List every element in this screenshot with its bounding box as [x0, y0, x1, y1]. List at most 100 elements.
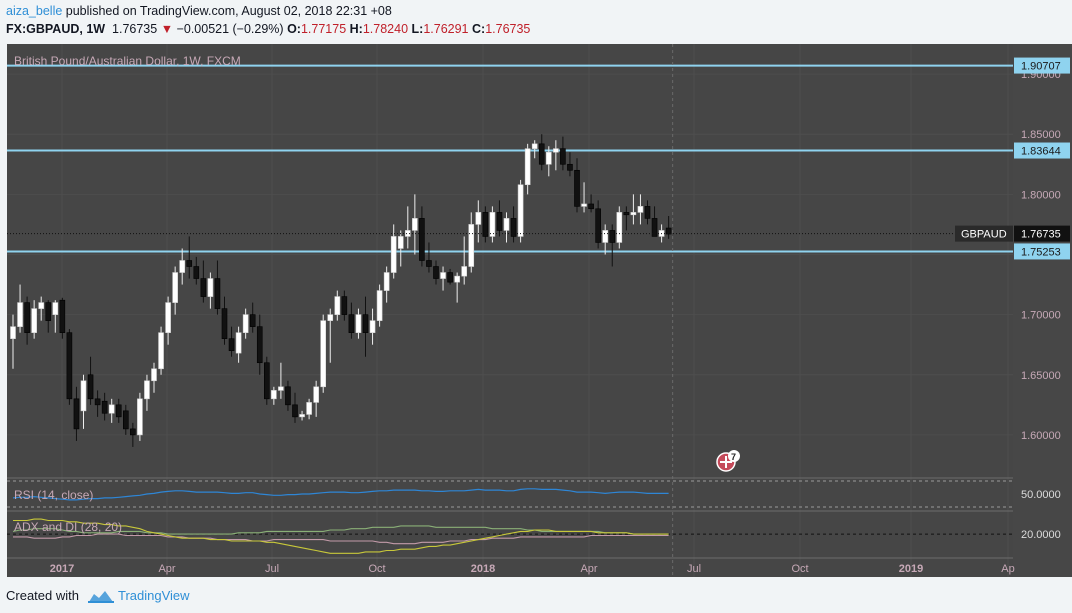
candle-body	[362, 314, 369, 333]
tradingview-logo-icon	[88, 591, 114, 603]
candle-body	[602, 230, 609, 243]
candle-body	[31, 308, 37, 333]
chart-background	[7, 44, 1013, 577]
candle-body	[108, 404, 115, 414]
candle-body	[538, 143, 545, 165]
candle-body	[151, 368, 157, 382]
symbol-tag	[955, 225, 1013, 242]
candle-body	[588, 203, 594, 210]
open-value: 1.77175	[300, 22, 347, 36]
level-price-box	[1014, 243, 1070, 260]
candle-body	[249, 314, 256, 327]
candle-body	[581, 203, 587, 207]
level-price-box	[1014, 142, 1070, 159]
close-label: C:	[472, 22, 486, 36]
level-price-box	[1014, 57, 1070, 74]
author-link[interactable]: aiza_belle	[6, 4, 63, 18]
candle-body	[263, 362, 270, 400]
candle-body	[228, 338, 235, 352]
x-tick-label: Apr	[158, 563, 175, 575]
y-tick-label: 1.70000	[1021, 310, 1061, 322]
rsi-pane: 50.0000	[7, 477, 1061, 508]
candle-body	[595, 208, 601, 243]
candle-body	[94, 398, 101, 406]
candle-body	[334, 296, 341, 315]
footer: Created with TradingView	[0, 578, 1072, 613]
candle-body	[475, 212, 482, 225]
candle-body	[440, 272, 446, 279]
candle-body	[115, 404, 122, 418]
y-tick-label: 1.60000	[1021, 430, 1061, 442]
x-tick-label: Oct	[368, 563, 385, 575]
last-price-box	[1014, 225, 1070, 242]
candle-body	[235, 332, 242, 354]
candle-body	[221, 308, 228, 339]
candle-body	[419, 218, 425, 261]
candle-body	[73, 398, 80, 430]
candle-body	[461, 266, 468, 277]
published-text: published on TradingView.com, August 02,…	[65, 4, 392, 18]
symbol-label: FX:GBPAUD, 1W	[6, 22, 106, 36]
candle-body	[503, 218, 510, 231]
chart-area[interactable]: GBPAUD 1.76735 7 British Pound/Australian …	[0, 0, 1072, 578]
x-tick-label: Jul	[265, 563, 279, 575]
di-minus-line	[13, 533, 669, 545]
candle-body	[193, 266, 200, 279]
candle-body	[207, 278, 214, 297]
y-tick-label: 1.85000	[1021, 129, 1061, 141]
candle-body	[383, 272, 390, 291]
candle-body	[158, 332, 164, 370]
candle-body	[468, 224, 475, 267]
candle-body	[52, 302, 59, 315]
candle-body	[66, 332, 73, 400]
candle-body	[630, 212, 637, 216]
candle-body	[123, 410, 129, 430]
high-label: H:	[349, 22, 363, 36]
candle-body	[80, 380, 87, 412]
price-axis[interactable]	[1013, 44, 1072, 577]
tradingview-link[interactable]: TradingView	[118, 588, 190, 603]
last-price: 1.76735	[112, 22, 158, 36]
x-axis[interactable]: 2017 Apr Jul Oct 2018 Apr Jul Oct 2019 Ap	[7, 557, 1015, 575]
candle-body	[560, 148, 566, 165]
low-value: 1.76291	[423, 22, 469, 36]
candle-body	[574, 169, 580, 207]
adx-line	[13, 518, 669, 554]
candle-body	[524, 148, 531, 186]
adx-level-label: 20.0000	[1021, 529, 1061, 541]
candle-body	[200, 278, 207, 297]
change-value: −0.00521 (−0.29%)	[176, 22, 284, 36]
candle-body	[482, 212, 489, 237]
y-axis: 1.600001.650001.700001.750001.800001.850…	[1014, 57, 1070, 442]
candle-body	[665, 227, 672, 235]
adx-label: ADX and DI (28, 20)	[14, 520, 122, 534]
level-price-label: 1.90707	[1021, 61, 1061, 73]
x-tick-label: 2017	[50, 563, 74, 575]
candle-body	[412, 218, 418, 231]
candle-body	[313, 386, 319, 403]
candle-body	[553, 148, 559, 153]
candle-body	[454, 275, 460, 283]
candle-body	[567, 163, 573, 171]
chart-header: aiza_belle published on TradingView.com,…	[0, 0, 1072, 44]
candle-body	[348, 314, 355, 333]
candle-body	[137, 398, 143, 436]
y-tick-label: 1.65000	[1021, 370, 1061, 382]
level-price-label: 1.75253	[1021, 246, 1061, 258]
candle-body	[24, 302, 30, 333]
candle-body	[306, 402, 312, 415]
candle-body	[45, 302, 52, 321]
candle-body	[397, 236, 404, 249]
candle-body	[256, 326, 263, 364]
event-count-badge	[728, 450, 740, 462]
horizontal-lines	[7, 64, 1013, 253]
candles	[10, 134, 672, 447]
candle-body	[271, 390, 277, 400]
rsi-label: RSI (14, close)	[14, 488, 93, 502]
low-label: L:	[411, 22, 424, 36]
open-label: O:	[287, 22, 301, 36]
candle-body	[285, 386, 291, 406]
candle-body	[355, 314, 362, 333]
candle-body	[426, 260, 432, 267]
candle-body	[10, 326, 16, 339]
